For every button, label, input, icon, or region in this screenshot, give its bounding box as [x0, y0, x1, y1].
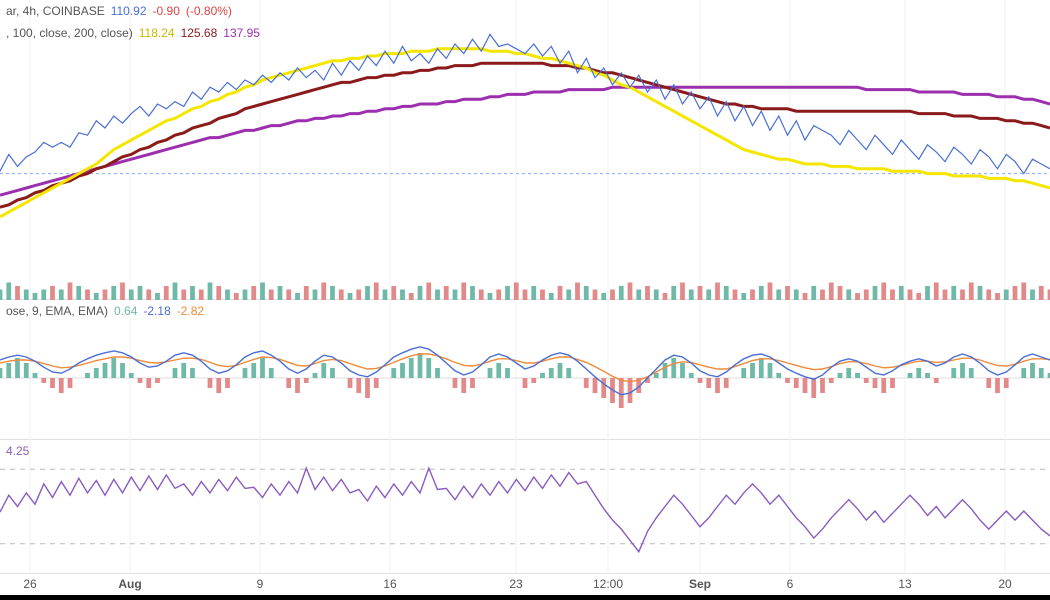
- time-tick: 23: [509, 577, 522, 591]
- rsi-chart[interactable]: [0, 440, 1050, 573]
- time-tick: Sep: [689, 577, 711, 591]
- time-axis: 26 Aug 9 16 23 12:00 Sep 6 13 20: [0, 573, 1050, 595]
- macd-sig-val: -2.82: [177, 304, 204, 318]
- time-tick: 26: [23, 577, 36, 591]
- time-tick: 9: [257, 577, 264, 591]
- symbol-desc: ar, 4h, COINBASE: [6, 4, 105, 18]
- price-chart[interactable]: [0, 0, 1050, 300]
- ma-header: , 100, close, 200, close) 118.24 125.68 …: [0, 24, 260, 40]
- ma-params: , 100, close, 200, close): [6, 26, 133, 40]
- ma100-val: 125.68: [181, 26, 218, 40]
- macd-header: ose, 9, EMA, EMA) 0.64 -2.18 -2.82: [0, 302, 204, 318]
- macd-chart[interactable]: [0, 300, 1050, 440]
- ma200-val: 137.95: [223, 26, 260, 40]
- price-last: 110.92: [111, 4, 147, 18]
- ma50-val: 118.24: [139, 26, 175, 40]
- price-header: ar, 4h, COINBASE 110.92 -0.90 (-0.80%): [0, 2, 232, 18]
- price-panel[interactable]: ar, 4h, COINBASE 110.92 -0.90 (-0.80%) ,…: [0, 0, 1050, 300]
- macd-hist-val: 0.64: [114, 304, 137, 318]
- macd-panel[interactable]: ose, 9, EMA, EMA) 0.64 -2.18 -2.82: [0, 300, 1050, 440]
- macd-line-val: -2.18: [143, 304, 170, 318]
- rsi-panel[interactable]: 4.25: [0, 440, 1050, 573]
- price-chg: -0.90: [153, 4, 180, 18]
- price-chg-pct: (-0.80%): [186, 4, 232, 18]
- time-tick: 6: [787, 577, 794, 591]
- rsi-val: 4.25: [6, 444, 29, 458]
- macd-params: ose, 9, EMA, EMA): [6, 304, 108, 318]
- time-tick: 13: [898, 577, 911, 591]
- rsi-header: 4.25: [0, 442, 29, 458]
- time-tick: 16: [383, 577, 396, 591]
- time-tick: 12:00: [593, 577, 623, 591]
- time-tick: 20: [998, 577, 1011, 591]
- time-tick: Aug: [118, 577, 141, 591]
